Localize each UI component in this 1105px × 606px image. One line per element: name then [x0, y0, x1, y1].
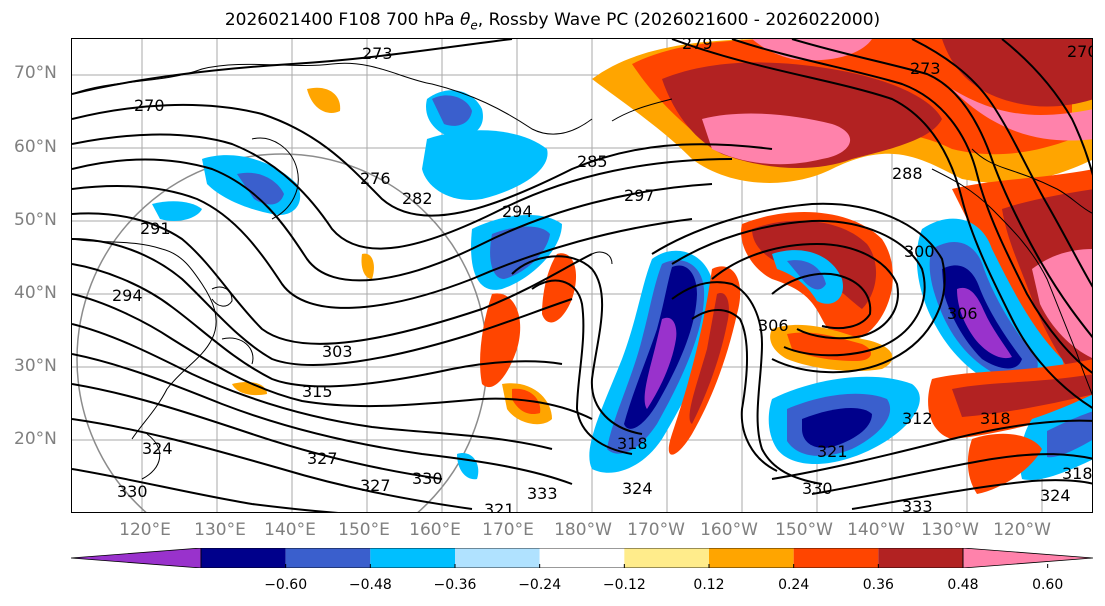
contour-label: 300	[904, 242, 935, 261]
colorbar-segment	[370, 548, 455, 568]
map-panel: 273 279 270 276 282 285 297 294 291 294 …	[71, 38, 1093, 513]
contour-label: 318	[980, 409, 1011, 428]
title-subscript: e	[470, 18, 478, 33]
contour-label: 330	[802, 479, 833, 498]
contour-label: 270	[1067, 42, 1093, 61]
colorbar-segment	[624, 548, 709, 568]
title-suffix: , Rossby Wave PC (2026021600 - 202602200…	[477, 10, 881, 30]
colorbar-tick-label: 0.24	[778, 577, 810, 593]
colorbar-segment	[539, 548, 625, 568]
contour-label: 321	[484, 500, 515, 513]
contour-label: 324	[1040, 486, 1071, 505]
colorbar-extension-high	[962, 548, 1093, 568]
title-prefix: 2026021400 F108 700 hPa	[224, 10, 460, 30]
contour-label: 330	[117, 482, 148, 501]
lat-label-60n: 60°N	[14, 137, 57, 157]
contour-label: 273	[910, 59, 941, 78]
colorbar-extension-low	[71, 548, 202, 568]
colorbar-tick-label: −0.24	[518, 577, 562, 593]
contour-label: 312	[902, 409, 933, 428]
lon-label-140w: 140°W	[847, 520, 905, 540]
colorbar-segment	[285, 548, 371, 568]
colorbar-segment	[201, 548, 286, 568]
contour-label: 288	[892, 164, 923, 183]
contour-label: 318	[617, 434, 648, 453]
colorbar-segment	[878, 548, 963, 568]
title-variable: θ	[460, 10, 471, 30]
map-canvas: 273 279 270 276 282 285 297 294 291 294 …	[72, 39, 1093, 513]
contour-label: 270	[134, 96, 165, 115]
contour-label: 327	[307, 449, 338, 468]
theta-e-contours	[72, 39, 1092, 512]
colorbar-tick-label: 0.60	[1032, 577, 1064, 593]
contour-label: 306	[758, 316, 789, 335]
lat-label-70n: 70°N	[14, 63, 57, 83]
lat-label-40n: 40°N	[14, 283, 57, 303]
contour-label: 294	[112, 286, 143, 305]
lat-label-20n: 20°N	[14, 429, 57, 449]
colorbar-segment	[455, 548, 540, 568]
contour-label: 294	[502, 202, 533, 221]
contour-label: 318	[1062, 464, 1093, 483]
colorbar-tick-label: −0.60	[264, 577, 308, 593]
colorbar-frame	[200, 548, 964, 568]
chart-title: 2026021400 F108 700 hPa θe, Rossby Wave …	[0, 10, 1105, 32]
colorbar-tick-label: −0.36	[433, 577, 477, 593]
contour-label: 333	[527, 484, 558, 503]
contour-label: 273	[362, 44, 393, 63]
contour-label-layer: 273 279 270 276 282 285 297 294 291 294 …	[112, 39, 1093, 513]
lon-label-170w: 170°W	[627, 520, 685, 540]
colorbar-segment	[793, 548, 879, 568]
contour-label: 285	[577, 152, 608, 171]
colorbar-tick-label: 0.12	[693, 577, 725, 593]
lon-label-150e: 150°E	[338, 520, 390, 540]
contour-label: 276	[360, 169, 391, 188]
contour-label: 279	[682, 39, 713, 53]
contour-label: 327	[360, 476, 391, 495]
contour-label: 324	[622, 479, 653, 498]
contour-label: 297	[624, 186, 655, 205]
colorbar	[71, 548, 1093, 568]
lon-label-140e: 140°E	[264, 520, 316, 540]
anomaly-shading	[152, 39, 1092, 494]
lon-label-160w: 160°W	[700, 520, 758, 540]
lon-label-120e: 120°E	[119, 520, 171, 540]
contour-label: 315	[302, 382, 333, 401]
contour-label: 303	[322, 342, 353, 361]
colorbar-tick-label: −0.48	[348, 577, 392, 593]
contour-label: 324	[142, 439, 173, 458]
contour-label: 306	[947, 304, 978, 323]
contour-label: 291	[140, 219, 171, 238]
contour-label: 282	[402, 189, 433, 208]
lon-label-150w: 150°W	[775, 520, 833, 540]
colorbar-tick-label: −0.12	[602, 577, 646, 593]
lon-label-160e: 160°E	[409, 520, 461, 540]
lon-label-130e: 130°E	[194, 520, 246, 540]
lon-label-120w: 120°W	[993, 520, 1051, 540]
lon-label-170e: 170°E	[482, 520, 534, 540]
contour-label: 321	[817, 442, 848, 461]
lon-label-130w: 130°W	[921, 520, 979, 540]
colorbar-tick-label: 0.48	[947, 577, 979, 593]
colorbar-segment	[709, 548, 794, 568]
lat-label-30n: 30°N	[14, 356, 57, 376]
lon-label-180w: 180°W	[554, 520, 612, 540]
colorbar-tick-label: 0.36	[862, 577, 894, 593]
contour-label: 330	[412, 469, 443, 488]
lat-label-50n: 50°N	[14, 210, 57, 230]
contour-label: 333	[902, 497, 933, 513]
